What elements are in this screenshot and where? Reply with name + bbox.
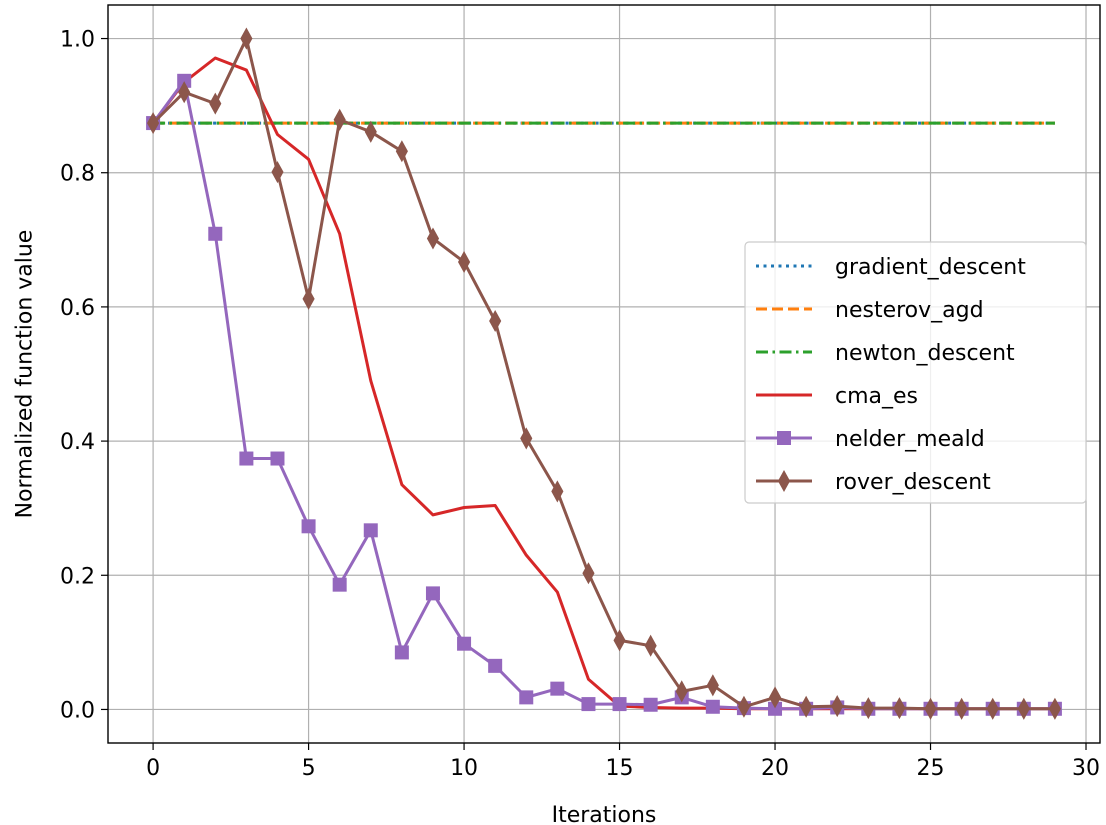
y-tick-label: 0.6 bbox=[60, 296, 95, 321]
data-point bbox=[270, 451, 285, 466]
series-layer bbox=[146, 27, 1062, 720]
data-point bbox=[520, 427, 533, 450]
legend-label: nelder_meald bbox=[835, 427, 985, 452]
data-point bbox=[862, 697, 875, 720]
y-tick-label: 0.2 bbox=[60, 564, 95, 589]
ticks: 0 5 10 15 20 25 30 0.0 0.2 0.4 0.6 0.8 1.0 bbox=[60, 28, 1100, 781]
legend-label: rover_descent bbox=[835, 470, 991, 495]
legend-item: nelder_meald bbox=[756, 427, 985, 452]
series-rover-descent bbox=[147, 27, 1061, 720]
x-tick-label: 25 bbox=[917, 756, 945, 781]
data-point bbox=[240, 27, 253, 50]
x-axis-label: Iterations bbox=[552, 803, 657, 825]
data-point bbox=[363, 523, 378, 538]
data-point bbox=[831, 695, 844, 718]
data-point bbox=[457, 636, 472, 651]
data-point bbox=[955, 697, 968, 720]
y-tick-label: 0.0 bbox=[60, 698, 95, 723]
data-point bbox=[1017, 697, 1030, 720]
data-point bbox=[271, 161, 284, 184]
data-point bbox=[1048, 697, 1061, 720]
data-point bbox=[613, 629, 626, 652]
legend-label: nesterov_agd bbox=[835, 298, 984, 323]
x-tick-label: 20 bbox=[761, 756, 789, 781]
data-point bbox=[457, 250, 471, 273]
data-point bbox=[581, 697, 596, 712]
data-point bbox=[209, 92, 222, 115]
data-point bbox=[302, 287, 315, 310]
data-point bbox=[178, 81, 191, 104]
data-point bbox=[301, 519, 316, 534]
data-point bbox=[551, 480, 564, 503]
data-point bbox=[489, 309, 502, 333]
legend-item: nesterov_agd bbox=[756, 298, 984, 323]
y-axis-label: Normalized function value bbox=[13, 230, 38, 519]
legend-marker bbox=[777, 469, 791, 493]
data-point bbox=[612, 697, 627, 712]
data-point bbox=[332, 577, 347, 592]
legend-label: newton_descent bbox=[835, 341, 1015, 366]
data-point bbox=[425, 586, 440, 601]
data-point bbox=[426, 227, 440, 250]
data-point bbox=[644, 634, 657, 657]
y-tick-label: 1.0 bbox=[60, 28, 95, 53]
data-point bbox=[924, 697, 937, 720]
data-point bbox=[519, 690, 534, 705]
data-point bbox=[488, 658, 503, 673]
legend-marker bbox=[777, 431, 791, 445]
data-point bbox=[800, 695, 813, 718]
legend-item: rover_descent bbox=[756, 469, 991, 495]
y-tick-label: 0.8 bbox=[60, 162, 95, 187]
x-tick-label: 0 bbox=[146, 756, 160, 781]
data-point bbox=[364, 120, 377, 143]
data-point bbox=[768, 686, 782, 709]
data-point bbox=[737, 695, 751, 718]
x-tick-label: 15 bbox=[606, 756, 634, 781]
data-point bbox=[147, 112, 160, 135]
legend-label: gradient_descent bbox=[835, 255, 1026, 280]
data-point bbox=[706, 674, 719, 697]
x-tick-label: 10 bbox=[450, 756, 478, 781]
data-point bbox=[582, 562, 595, 585]
data-point bbox=[239, 451, 254, 466]
data-point bbox=[550, 681, 565, 696]
data-point bbox=[208, 226, 223, 241]
legend-box bbox=[744, 241, 1087, 504]
data-point bbox=[675, 680, 688, 703]
x-tick-label: 30 bbox=[1072, 756, 1100, 781]
legend-item: cma_es bbox=[756, 384, 918, 409]
legend-item: newton_descent bbox=[756, 341, 1015, 366]
data-point bbox=[333, 108, 346, 131]
data-point bbox=[705, 699, 720, 714]
legend: gradient_descent nesterov_agd newton_desce… bbox=[744, 241, 1087, 504]
data-point bbox=[643, 697, 658, 712]
data-point bbox=[893, 697, 906, 720]
data-point bbox=[986, 697, 999, 720]
legend-item: gradient_descent bbox=[756, 255, 1026, 280]
axes-frame bbox=[107, 4, 1101, 744]
legend-label: cma_es bbox=[835, 384, 918, 409]
data-point bbox=[394, 645, 409, 660]
data-point bbox=[395, 140, 408, 163]
x-tick-label: 5 bbox=[302, 756, 316, 781]
y-tick-label: 0.4 bbox=[60, 430, 95, 455]
